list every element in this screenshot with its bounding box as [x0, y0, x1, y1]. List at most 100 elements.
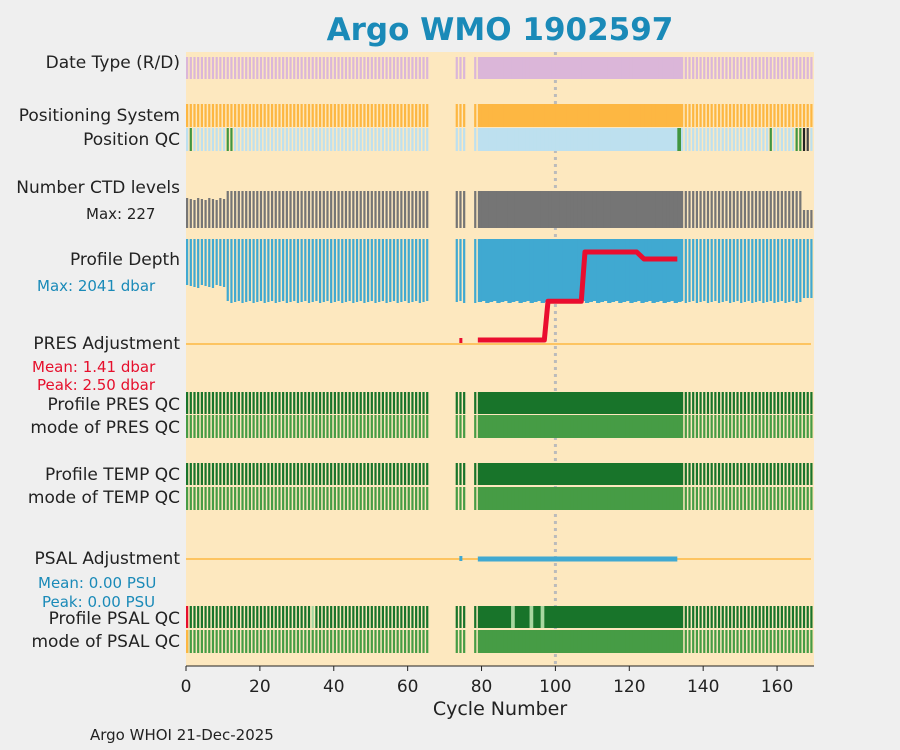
temp-mode-qc-cycle-63	[418, 487, 421, 510]
pres-mode-qc-cycle-29	[293, 415, 296, 438]
positioning-bar-cycle-97	[544, 104, 549, 127]
temp-profile-qc-cycle-98	[548, 463, 553, 485]
temp-profile-qc-cycle-37	[322, 463, 325, 485]
ctd-levels-bar-cycle-46	[355, 191, 359, 228]
ctd-levels-bar-cycle-2	[193, 200, 196, 228]
ctd-levels-bar-cycle-91	[522, 191, 527, 228]
pres-profile-qc-cycle-1	[189, 392, 192, 414]
pres-profile-qc-cycle-74	[459, 392, 462, 414]
position-qc-bar-cycle-1	[189, 128, 192, 151]
temp-mode-qc-cycle-86	[503, 487, 508, 510]
position-qc-bar-cycle-128	[658, 128, 664, 151]
temp-profile-qc-cycle-146	[725, 463, 728, 485]
profile-depth-bar-cycle-38	[326, 239, 329, 301]
profile-depth-bar-cycle-79	[477, 239, 483, 302]
psal-profile-qc-cycle-144	[717, 606, 721, 628]
position-qc-bar-cycle-6	[208, 128, 211, 151]
temp-profile-qc-cycle-1	[189, 463, 192, 485]
temp-profile-qc-cycle-61	[411, 463, 414, 485]
positioning-bar-cycle-143	[714, 104, 717, 127]
position-qc-bar-cycle-94	[533, 128, 538, 151]
pres-profile-qc-cycle-94	[533, 392, 538, 414]
date-type-bar-cycle-156	[762, 57, 765, 79]
pres-profile-qc-cycle-31	[300, 392, 303, 414]
pres-profile-qc-cycle-88	[511, 392, 516, 414]
position-qc-bar-cycle-144	[717, 128, 721, 151]
psal-mode-qc-cycle-111	[596, 630, 601, 653]
temp-profile-qc-cycle-109	[588, 463, 593, 485]
date-type-bar-cycle-113	[603, 57, 608, 79]
temp-profile-qc-cycle-3	[197, 463, 200, 485]
pres-profile-qc-cycle-89	[514, 392, 520, 414]
temp-mode-qc-cycle-158	[769, 487, 772, 510]
positioning-bar-cycle-32	[304, 104, 307, 127]
date-type-bar-cycle-135	[684, 57, 687, 79]
pres-mode-qc-cycle-159	[773, 415, 776, 438]
date-type-bar-cycle-42	[341, 57, 344, 79]
psal-profile-qc-cycle-47	[359, 606, 362, 628]
temp-profile-qc-cycle-57	[396, 463, 399, 485]
pres-mode-qc-cycle-24	[274, 415, 277, 438]
psal-mode-qc-cycle-73	[455, 630, 458, 653]
ctd-levels-bar-cycle-20	[259, 191, 263, 228]
ctd-levels-bar-cycle-126	[651, 191, 656, 228]
date-type-bar-cycle-28	[289, 57, 292, 79]
psal-mode-qc-cycle-80	[481, 630, 486, 653]
pres-mode-qc-cycle-88	[511, 415, 516, 438]
date-type-bar-cycle-34	[311, 57, 314, 79]
psal-mode-qc-cycle-128	[658, 630, 664, 653]
pres-profile-qc-cycle-143	[714, 392, 717, 414]
psal-profile-qc-cycle-102	[562, 606, 568, 628]
ctd-levels-bar-cycle-35	[315, 191, 318, 228]
psal-profile-qc-cycle-18	[252, 606, 255, 628]
temp-mode-qc-cycle-53	[381, 487, 385, 510]
psal-profile-qc-cycle-166	[799, 606, 802, 628]
date-type-bar-cycle-144	[717, 57, 721, 79]
psal-mode-qc-cycle-28	[289, 630, 292, 653]
pres-profile-qc-cycle-108	[584, 392, 590, 414]
pres-mode-qc-cycle-110	[592, 415, 597, 438]
profile-depth-bar-cycle-152	[747, 239, 750, 301]
profile-depth-bar-cycle-62	[415, 239, 418, 301]
position-qc-bar-cycle-166	[799, 128, 802, 151]
temp-mode-qc-cycle-23	[270, 487, 274, 510]
ctd-levels-bar-cycle-139	[699, 191, 702, 228]
pres-profile-qc-cycle-61	[411, 392, 414, 414]
pres-mode-qc-cycle-158	[769, 415, 772, 438]
profile-depth-bar-cycle-36	[318, 239, 322, 303]
positioning-bar-cycle-15	[241, 104, 244, 127]
position-qc-bar-cycle-93	[529, 128, 534, 151]
pres-mode-qc-cycle-49	[367, 415, 370, 438]
psal-mode-qc-cycle-165	[795, 630, 798, 653]
ctd-levels-bar-cycle-16	[245, 191, 248, 228]
temp-mode-qc-cycle-162	[784, 487, 787, 510]
pres-profile-qc-cycle-32	[304, 392, 307, 414]
pres-mode-qc-cycle-129	[662, 415, 667, 438]
date-type-bar-cycle-20	[259, 57, 263, 79]
pres-mode-qc-cycle-56	[392, 415, 396, 438]
psal-profile-qc-cycle-33	[307, 606, 311, 628]
x-tick-label-20: 20	[249, 677, 271, 697]
psal-mode-qc-cycle-65	[426, 630, 429, 653]
profile-depth-bar-cycle-166	[799, 239, 802, 302]
temp-profile-qc-cycle-4	[200, 463, 203, 485]
pres-profile-qc-cycle-161	[780, 392, 783, 414]
psal-mode-qc-cycle-113	[603, 630, 608, 653]
ctd-levels-bar-cycle-30	[296, 191, 300, 228]
psal-mode-qc-cycle-160	[777, 630, 780, 653]
psal-mode-qc-cycle-92	[525, 630, 531, 653]
temp-mode-qc-cycle-132	[673, 487, 678, 510]
positioning-bar-cycle-167	[802, 104, 806, 127]
temp-mode-qc-cycle-105	[573, 487, 579, 510]
position-qc-bar-cycle-5	[204, 128, 207, 151]
ctd-levels-bar-cycle-134	[681, 191, 684, 228]
ctd-levels-bar-cycle-7	[211, 199, 215, 228]
temp-profile-qc-cycle-138	[695, 463, 699, 485]
positioning-bar-cycle-22	[267, 104, 270, 127]
temp-profile-qc-cycle-48	[363, 463, 366, 485]
positioning-bar-cycle-49	[367, 104, 370, 127]
psal-profile-qc-cycle-157	[765, 606, 769, 628]
psal-mode-qc-cycle-74	[459, 630, 462, 653]
pres-profile-qc-cycle-126	[651, 392, 656, 414]
psal-mode-qc-cycle-168	[806, 630, 809, 653]
